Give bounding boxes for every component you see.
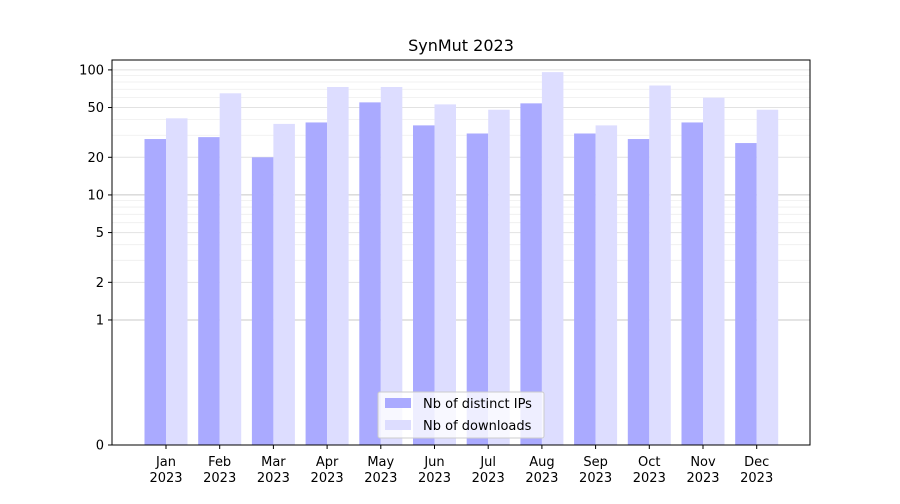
y-tick-label: 1 bbox=[96, 313, 104, 328]
bar-downloads bbox=[703, 97, 725, 445]
x-tick-label: May 2023 bbox=[364, 455, 397, 486]
bar-distinct-ips bbox=[144, 139, 166, 445]
bar-distinct-ips bbox=[627, 139, 650, 445]
bar-downloads bbox=[273, 123, 295, 445]
chart-title: SynMut 2023 bbox=[408, 36, 514, 55]
x-tick-label: Jun 2023 bbox=[418, 455, 451, 486]
x-tick-label: Sep 2023 bbox=[579, 455, 612, 486]
bar-downloads bbox=[166, 118, 188, 445]
bar-distinct-ips bbox=[466, 133, 489, 445]
y-tick-label: 50 bbox=[87, 101, 104, 116]
x-tick-label: Jan 2023 bbox=[149, 455, 182, 486]
bar-distinct-ips bbox=[305, 122, 328, 445]
x-tick-label: Mar 2023 bbox=[257, 455, 290, 486]
x-tick-label: Dec 2023 bbox=[740, 455, 773, 486]
bar-downloads bbox=[327, 86, 349, 445]
x-tick-label: Apr 2023 bbox=[311, 455, 344, 486]
legend-swatch-distinct-ips bbox=[385, 398, 411, 408]
y-tick-label: 5 bbox=[96, 226, 104, 241]
y-tick-label: 2 bbox=[96, 276, 104, 291]
bar-distinct-ips bbox=[413, 125, 435, 445]
bar-downloads bbox=[219, 93, 242, 446]
legend-label-downloads: Nb of downloads bbox=[423, 419, 532, 434]
x-tick-label: Aug 2023 bbox=[525, 455, 558, 486]
x-tick-label: Nov 2023 bbox=[686, 455, 719, 486]
x-tick-label: Jul 2023 bbox=[472, 455, 505, 486]
legend: Nb of distinct IPs Nb of downloads bbox=[377, 391, 545, 439]
x-tick-label: Feb 2023 bbox=[203, 455, 236, 486]
bar-downloads bbox=[488, 109, 510, 445]
x-axis: Jan 2023 Feb 2023 Mar 2023 Apr 2023 May 2023 Jun 20… bbox=[149, 445, 773, 486]
y-tick-label: 100 bbox=[79, 63, 104, 78]
bar-downloads bbox=[756, 109, 779, 445]
plot-frame bbox=[111, 59, 811, 446]
bar-distinct-ips bbox=[198, 137, 220, 445]
y-tick-label: 20 bbox=[87, 151, 104, 166]
bar-downloads bbox=[434, 104, 456, 445]
bar-distinct-ips bbox=[520, 103, 542, 446]
bar-distinct-ips bbox=[574, 133, 596, 445]
bar-distinct-ips bbox=[681, 122, 703, 445]
y-tick-label: 0 bbox=[96, 439, 104, 454]
legend-swatch-downloads bbox=[385, 420, 411, 430]
legend-box bbox=[377, 391, 545, 439]
bars-layer bbox=[144, 72, 779, 446]
y-axis: 0 1 2 5 10 20 50 100 bbox=[79, 63, 112, 454]
bar-downloads bbox=[541, 72, 564, 445]
legend-label-distinct-ips: Nb of distinct IPs bbox=[423, 397, 532, 412]
bar-distinct-ips bbox=[359, 102, 381, 445]
y-tick-label: 10 bbox=[87, 188, 104, 203]
bar-downloads bbox=[380, 86, 403, 445]
bar-distinct-ips bbox=[251, 157, 274, 445]
bar-downloads bbox=[649, 85, 671, 445]
x-tick-label: Oct 2023 bbox=[633, 455, 666, 486]
bar-distinct-ips bbox=[735, 143, 757, 445]
bar-downloads bbox=[595, 125, 618, 445]
